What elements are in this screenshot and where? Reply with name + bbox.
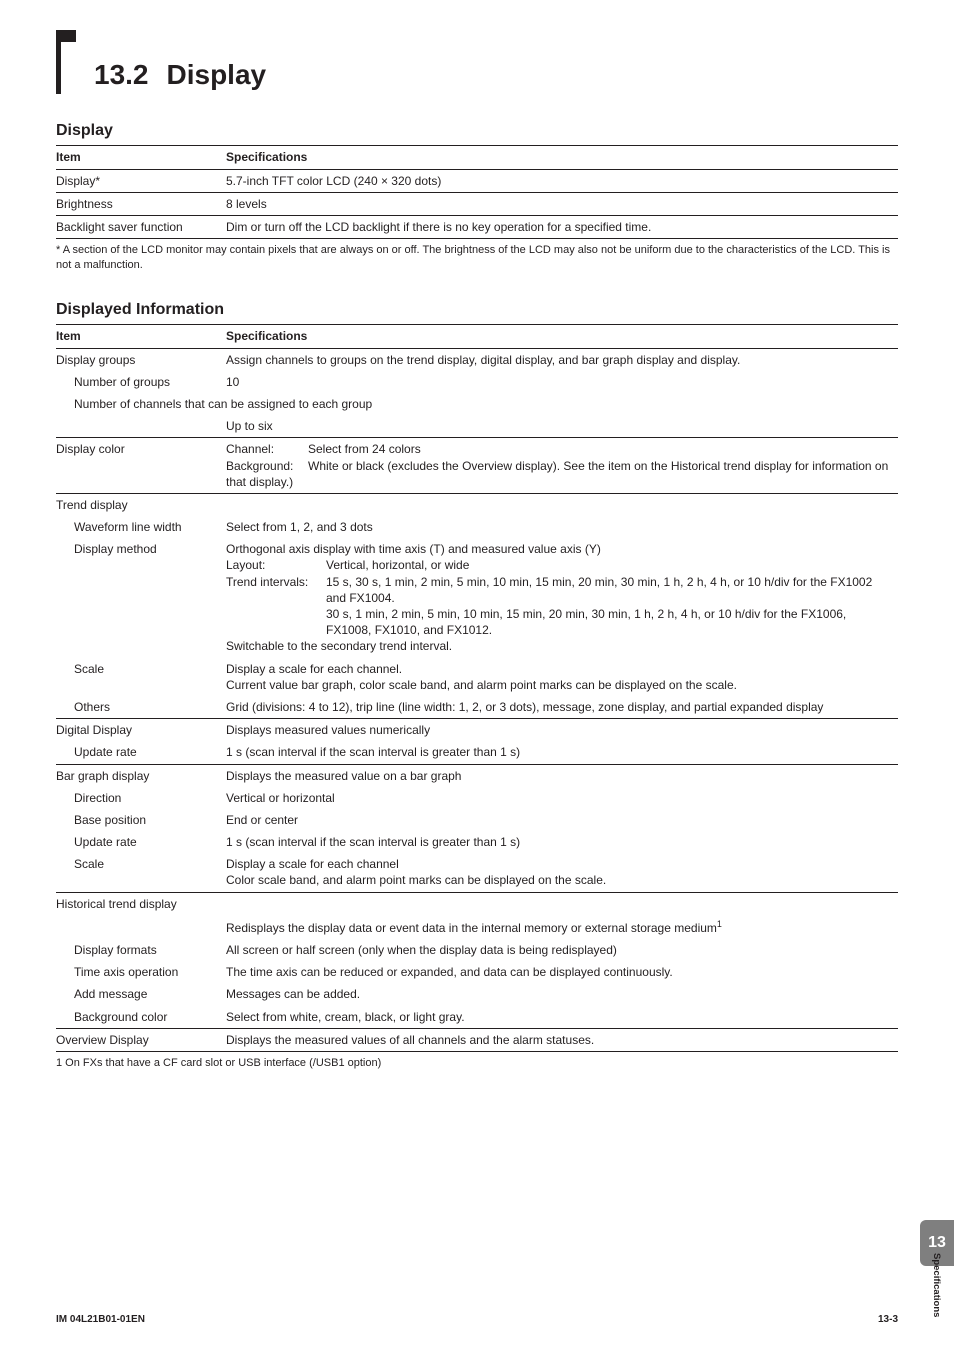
section-title-display: Display [56,120,898,142]
display-item: Display* [56,169,226,192]
displayed-info-table: Item Specifications Display groups Assig… [56,324,898,1052]
bar-scale-spec: Display a scale for each channel Color s… [226,853,898,892]
bar-dir-spec: Vertical or horizontal [226,787,898,809]
footer-left: IM 04L21B01-01EN [56,1313,145,1327]
digital-upd-spec: 1 s (scan interval if the scan interval … [226,741,898,764]
info-footnote: 1 On FXs that have a CF card slot or USB… [56,1056,898,1071]
th-item: Item [56,146,226,169]
color-spec: Channel:Select from 24 colors Background… [226,438,898,494]
display-spec-table: Item Specifications Display* 5.7-inch TF… [56,145,898,239]
groups-item: Display groups [56,348,226,371]
digital-item: Digital Display [56,719,226,742]
waveform-item: Waveform line width [56,516,226,538]
bar-upd-item: Update rate [56,831,226,853]
digital-spec: Displays measured values numerically [226,719,898,742]
num-groups-item: Number of groups [56,371,226,393]
hist-bg-spec: Select from white, cream, black, or ligh… [226,1006,898,1029]
bar-item: Bar graph display [56,764,226,787]
hist-msg-item: Add message [56,983,226,1005]
trend-scale-item: Scale [56,658,226,696]
num-groups-spec: 10 [226,371,898,393]
hist-bg-item: Background color [56,1006,226,1029]
hist-fmt-item: Display formats [56,939,226,961]
chapter-heading: 13.2 Display [94,50,898,94]
others-item: Others [56,696,226,719]
method-item: Display method [56,538,226,657]
section-marker [56,30,76,42]
th-item: Item [56,325,226,348]
overview-item: Overview Display [56,1028,226,1051]
hist-fmt-spec: All screen or half screen (only when the… [226,939,898,961]
heading-number: 13.2 [94,59,149,90]
bar-base-spec: End or center [226,809,898,831]
section-title-displayed-info: Displayed Information [56,299,898,321]
side-label: Specifications [929,1253,942,1317]
backlight-item: Backlight saver function [56,215,226,238]
channels-per-group-spec: Up to six [226,415,898,438]
brightness-item: Brightness [56,192,226,215]
display-spec: 5.7-inch TFT color LCD (240 × 320 dots) [226,169,898,192]
hist-item: Historical trend display [56,892,226,915]
others-spec: Grid (divisions: 4 to 12), trip line (li… [226,696,898,719]
hist-time-spec: The time axis can be reduced or expanded… [226,961,898,983]
groups-spec: Assign channels to groups on the trend d… [226,348,898,371]
th-spec: Specifications [226,146,898,169]
heading-title: Display [167,59,267,90]
digital-upd-item: Update rate [56,741,226,764]
trend-item: Trend display [56,493,226,516]
brightness-spec: 8 levels [226,192,898,215]
bar-dir-item: Direction [56,787,226,809]
bar-base-item: Base position [56,809,226,831]
waveform-spec: Select from 1, 2, and 3 dots [226,516,898,538]
overview-spec: Displays the measured values of all chan… [226,1028,898,1051]
backlight-spec: Dim or turn off the LCD backlight if the… [226,215,898,238]
th-spec: Specifications [226,325,898,348]
channels-per-group-item: Number of channels that can be assigned … [56,393,898,415]
method-spec: Orthogonal axis display with time axis (… [226,538,898,657]
color-item: Display color [56,438,226,494]
page-footer: IM 04L21B01-01EN 13-3 [56,1313,898,1327]
footer-right: 13-3 [878,1313,898,1327]
bar-spec: Displays the measured value on a bar gra… [226,764,898,787]
display-footnote: * A section of the LCD monitor may conta… [56,243,898,273]
hist-line1: Redisplays the display data or event dat… [226,915,898,939]
hist-msg-spec: Messages can be added. [226,983,898,1005]
hist-time-item: Time axis operation [56,961,226,983]
trend-scale-spec: Display a scale for each channel. Curren… [226,658,898,696]
bar-scale-item: Scale [56,853,226,892]
bar-upd-spec: 1 s (scan interval if the scan interval … [226,831,898,853]
